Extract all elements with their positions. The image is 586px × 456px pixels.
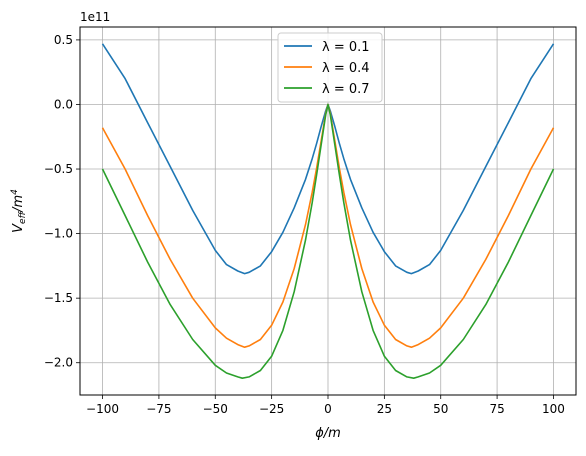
x-tick-label: 50 (433, 402, 448, 416)
y-axis-label-main: V (11, 223, 26, 233)
x-axis-label: ϕ/m (315, 426, 341, 441)
y-axis-label-sub: eff (18, 210, 28, 224)
x-tick-label: 25 (377, 402, 392, 416)
y-axis-label-sup: 4 (10, 189, 20, 195)
x-axis-label-main: ϕ (315, 426, 324, 441)
x-tick-label: 0 (324, 402, 332, 416)
x-tick-label: −25 (259, 402, 284, 416)
x-tick-label: −100 (86, 402, 119, 416)
y-tick-label: −0.5 (44, 162, 73, 176)
x-axis-label-unit: /m (323, 426, 341, 441)
x-tick-label: 100 (542, 402, 565, 416)
y-axis-label-unit: /m (11, 195, 26, 213)
y-axis-label: Veff/m4 (10, 189, 28, 233)
y-tick-label: −1.0 (44, 227, 73, 241)
x-tick-label: 75 (489, 402, 504, 416)
legend: λ = 0.1 λ = 0.4 λ = 0.7 (277, 32, 383, 103)
legend-label-2: λ = 0.4 (322, 61, 370, 76)
legend-box (277, 32, 383, 103)
series-line-3 (101, 103, 555, 380)
series-lines (101, 43, 555, 380)
legend-label-3: λ = 0.7 (322, 82, 370, 97)
y-offset-text: 1e11 (80, 10, 110, 24)
y-tick-label: 0.5 (54, 33, 73, 47)
ticks: −100 −75 −50 −25 0 25 50 75 100 −2.0 −1.5 −1.0 −0.5 0… (44, 33, 565, 416)
x-tick-label: −75 (146, 402, 171, 416)
y-tick-label: −2.0 (44, 356, 73, 370)
x-tick-label: −50 (203, 402, 228, 416)
legend-label-1: λ = 0.1 (322, 40, 370, 55)
y-tick-label: 0.0 (54, 97, 73, 111)
y-tick-label: −1.5 (44, 291, 73, 305)
